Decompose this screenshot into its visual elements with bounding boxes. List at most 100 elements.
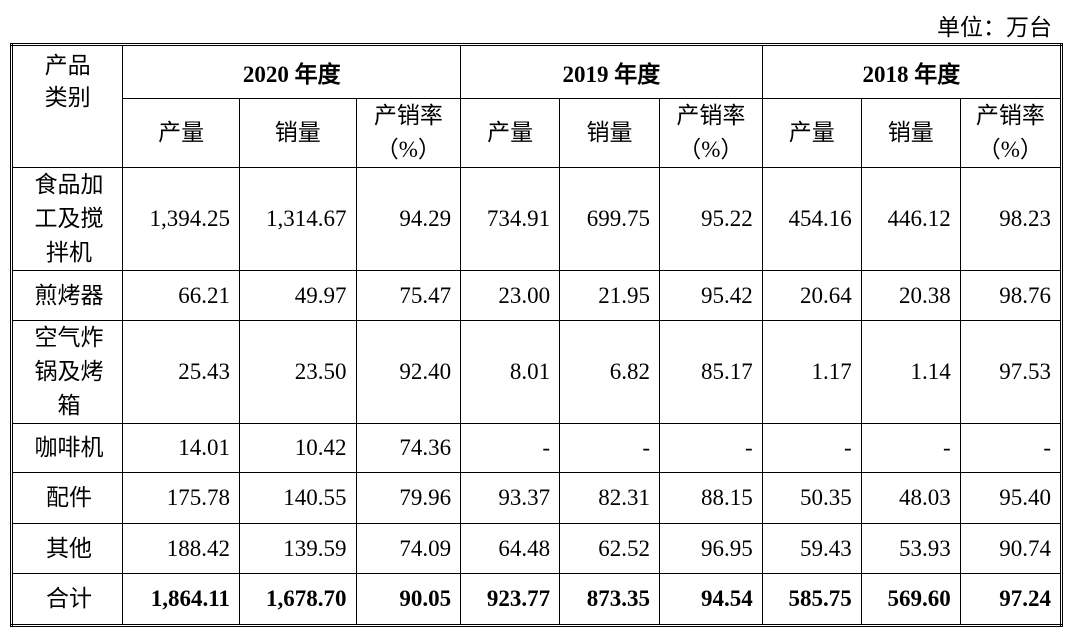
value-cell: 734.91 bbox=[460, 167, 561, 271]
row-label: 配件 bbox=[46, 485, 92, 510]
value-cell: 94.29 bbox=[355, 167, 462, 271]
table-body: 食品加工及搅拌机 1,394.25 1,314.67 94.29 734.91 699.7… bbox=[10, 167, 1063, 626]
data-row: 食品加工及搅拌机 1,394.25 1,314.67 94.29 734.91 699.7… bbox=[10, 167, 1063, 271]
subheader-cell: 产销率（%） bbox=[355, 98, 462, 168]
value-cell: 95.22 bbox=[659, 167, 763, 271]
value-cell: 25.43 bbox=[122, 320, 240, 424]
data-row: 煎烤器 66.21 49.97 75.47 23.00 21.95 95.42 20.64 20… bbox=[10, 270, 1063, 321]
table-head: 产品类别 2020 年度 2019 年度 2018 年度 产量 销量 产销率（%） 产量 销量产… bbox=[10, 44, 1063, 168]
value-cell: 446.12 bbox=[860, 167, 961, 271]
value-cell: 188.42 bbox=[122, 523, 240, 574]
value-cell: 82.31 bbox=[559, 472, 661, 524]
value-cell: 1,314.67 bbox=[238, 167, 357, 271]
value-cell: 569.60 bbox=[860, 573, 961, 626]
subheader-label: 销量 bbox=[586, 120, 633, 145]
value-cell: 49.97 bbox=[238, 270, 357, 321]
value-cell: 53.93 bbox=[860, 523, 961, 574]
subheader-label: 产量 bbox=[788, 120, 835, 145]
value-cell: 1,394.25 bbox=[122, 167, 240, 271]
subheader-label: 产量 bbox=[487, 120, 534, 145]
row-label: 合计 bbox=[46, 586, 92, 611]
subheader-label: 销量 bbox=[274, 120, 321, 145]
value-cell: 95.42 bbox=[659, 270, 763, 321]
subheader-cell: 销量 bbox=[559, 98, 661, 168]
data-row: 其他 188.42 139.59 74.09 64.48 62.52 96.95 59.43 5… bbox=[10, 523, 1063, 574]
subheader-cell: 产销率（%） bbox=[659, 98, 763, 168]
data-table: 产品类别 2020 年度 2019 年度 2018 年度 产量 销量 产销率（%） 产量 销量产… bbox=[10, 43, 1063, 627]
value-cell: 50.35 bbox=[761, 472, 862, 524]
row-label: 空气炸锅及烤箱 bbox=[34, 325, 104, 418]
year-header: 2018 年度 bbox=[761, 44, 1063, 99]
value-cell: 873.35 bbox=[559, 573, 661, 626]
value-cell: 699.75 bbox=[559, 167, 661, 271]
value-cell: 1.17 bbox=[761, 320, 862, 424]
value-cell: 90.05 bbox=[355, 573, 462, 626]
value-cell: 92.40 bbox=[355, 320, 462, 424]
unit-note: 单位：万台 bbox=[937, 15, 1052, 40]
row-label-cell: 空气炸锅及烤箱 bbox=[10, 320, 124, 424]
corner-cell: 产品类别 bbox=[10, 44, 124, 168]
value-cell: 85.17 bbox=[659, 320, 763, 424]
value-cell: 74.09 bbox=[355, 523, 462, 574]
value-cell: 140.55 bbox=[238, 472, 357, 524]
value-cell: 97.24 bbox=[959, 573, 1063, 626]
subheader-label: 产量 bbox=[158, 120, 205, 145]
value-cell: 94.54 bbox=[659, 573, 763, 626]
value-cell: 66.21 bbox=[122, 270, 240, 321]
data-row: 咖啡机 14.01 10.42 74.36- - - - - - bbox=[10, 423, 1063, 473]
year-header: 2019 年度 bbox=[460, 44, 763, 99]
row-label: 咖啡机 bbox=[34, 435, 104, 460]
value-cell: - bbox=[659, 423, 763, 473]
total-row: 合计 1,864.11 1,678.70 90.05 923.77 873.35 94.54… bbox=[10, 573, 1063, 626]
subheader-label: 销量 bbox=[887, 120, 934, 145]
value-cell: 59.43 bbox=[761, 523, 862, 574]
row-label-cell: 食品加工及搅拌机 bbox=[10, 167, 124, 271]
subheader-label: 产销率（%） bbox=[373, 103, 443, 162]
subheader-row: 产量 销量 产销率（%） 产量 销量 产销率（%） 产量 销量 产销率（%） bbox=[12, 98, 1063, 168]
value-cell: - bbox=[559, 423, 661, 473]
value-cell: 1.14 bbox=[860, 320, 961, 424]
data-row: 空气炸锅及烤箱 25.43 23.50 92.40 8.01 6.82 85.17 1.17 1… bbox=[10, 320, 1063, 424]
value-cell: 20.64 bbox=[761, 270, 862, 321]
subheader-cell: 销量 bbox=[860, 98, 961, 168]
value-cell: 48.03 bbox=[860, 472, 961, 524]
value-cell: 88.15 bbox=[659, 472, 763, 524]
value-cell: - bbox=[761, 423, 862, 473]
value-cell: 23.50 bbox=[238, 320, 357, 424]
value-cell: 454.16 bbox=[761, 167, 862, 271]
value-cell: 1,864.11 bbox=[122, 573, 240, 626]
subheader-cell: 销量 bbox=[238, 98, 357, 168]
value-cell: 75.47 bbox=[355, 270, 462, 321]
value-cell: 8.01 bbox=[460, 320, 561, 424]
value-cell: 97.53 bbox=[959, 320, 1063, 424]
value-cell: 98.76 bbox=[959, 270, 1063, 321]
subheader-cell: 产量 bbox=[761, 98, 862, 168]
value-cell: - bbox=[860, 423, 961, 473]
row-label: 煎烤器 bbox=[34, 282, 104, 308]
value-cell: 96.95 bbox=[659, 523, 763, 574]
value-cell: 20.38 bbox=[860, 270, 961, 321]
row-label-cell: 煎烤器 bbox=[10, 270, 124, 321]
row-label: 其他 bbox=[46, 535, 92, 561]
value-cell: 6.82 bbox=[559, 320, 661, 424]
value-cell: 93.37 bbox=[460, 472, 561, 524]
row-label: 食品加工及搅拌机 bbox=[34, 172, 104, 265]
year-header: 2020 年度 bbox=[122, 44, 462, 99]
value-cell: 90.74 bbox=[959, 523, 1063, 574]
value-cell: 139.59 bbox=[238, 523, 357, 574]
row-label-cell: 配件 bbox=[10, 472, 124, 524]
value-cell: - bbox=[959, 423, 1063, 473]
value-cell: 74.36 bbox=[355, 423, 462, 473]
row-label-cell: 合计 bbox=[10, 573, 124, 626]
value-cell: 923.77 bbox=[460, 573, 561, 626]
value-cell: 95.40 bbox=[959, 472, 1063, 524]
value-cell: 585.75 bbox=[761, 573, 862, 626]
data-row: 配件 175.78 140.55 79.96 93.37 82.31 88.15 50.35 4… bbox=[10, 472, 1063, 524]
subheader-label: 产销率（%） bbox=[676, 103, 746, 162]
row-label-cell: 咖啡机 bbox=[10, 423, 124, 473]
value-cell: 1,678.70 bbox=[238, 573, 357, 626]
corner-label: 产品类别 bbox=[44, 53, 91, 110]
value-cell: 21.95 bbox=[559, 270, 661, 321]
header-row: 产品类别 2020 年度 2019 年度 2018 年度 bbox=[10, 44, 1063, 168]
